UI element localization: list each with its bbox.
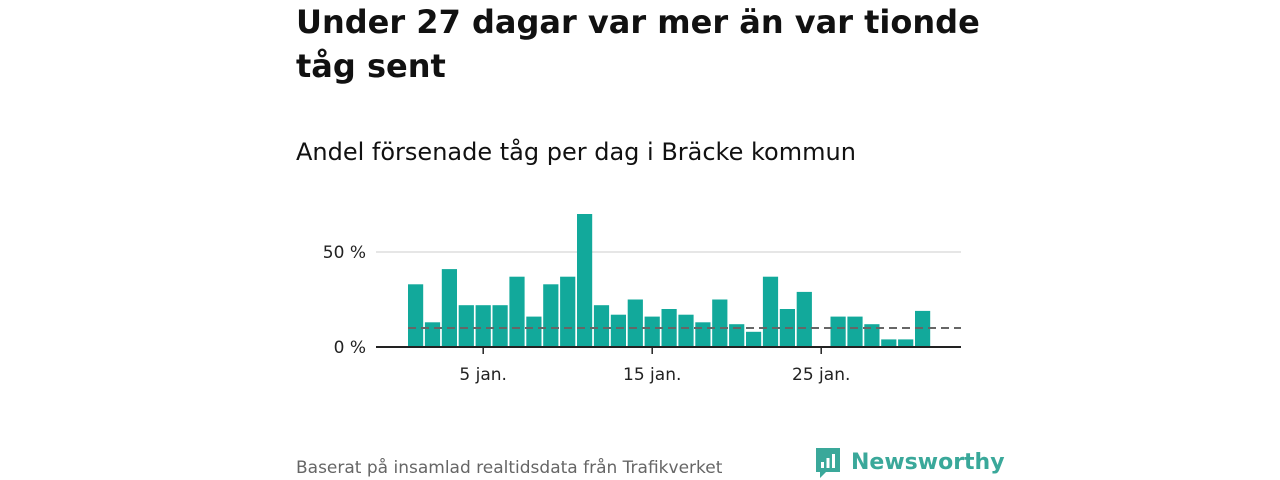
newsworthy-logo: Newsworthy xyxy=(814,446,1005,480)
bar-10jan xyxy=(560,276,576,347)
y-tick-label: 50 % xyxy=(323,243,366,263)
bar-27jan xyxy=(847,316,863,347)
bar-28jan xyxy=(864,324,880,347)
bar-29jan xyxy=(881,339,897,347)
bar-21jan xyxy=(746,331,762,347)
y-tick-label: 0 % xyxy=(334,338,366,358)
chart-title: Under 27 dagar var mer än var tionde tåg… xyxy=(296,3,980,85)
newsworthy-logo-icon xyxy=(816,448,840,478)
bar-8jan xyxy=(526,316,542,347)
bar-3jan xyxy=(441,269,457,347)
bar-6jan xyxy=(492,305,508,347)
chart-subtitle: Andel försenade tåg per dag i Bräcke kom… xyxy=(296,138,856,166)
bar-2jan xyxy=(424,322,441,347)
bar-19jan xyxy=(712,299,728,347)
y-tick-labels: 0 % 50 % xyxy=(323,243,366,358)
bar-12jan xyxy=(593,305,610,347)
bar-15jan xyxy=(644,316,660,347)
bar-chart: 0 % 50 % 5 jan. 15 jan. 25 jan. xyxy=(323,214,961,385)
bar-7jan xyxy=(509,276,525,347)
bar-22jan xyxy=(762,276,779,347)
x-tick-label: 5 jan. xyxy=(459,365,507,385)
bar-9jan xyxy=(543,284,559,347)
bar-17jan xyxy=(678,314,694,347)
brand-name: Newsworthy xyxy=(851,450,1005,475)
bar-13jan xyxy=(610,314,626,347)
bar-20jan xyxy=(729,324,745,347)
bar-11jan xyxy=(577,214,593,347)
bar-24jan xyxy=(796,291,812,347)
bar-14jan xyxy=(627,299,643,347)
source-note: Baserat på insamlad realtidsdata från Tr… xyxy=(296,458,723,478)
bar-18jan xyxy=(695,322,711,347)
bar-4jan xyxy=(458,305,474,347)
bar-5jan xyxy=(475,305,491,347)
bar-30jan xyxy=(898,339,914,347)
x-tick-label: 25 jan. xyxy=(792,365,850,385)
bar-1jan xyxy=(408,284,424,347)
bar-26jan xyxy=(830,316,846,347)
x-tick-labels: 5 jan. 15 jan. 25 jan. xyxy=(459,347,850,385)
x-tick-label: 15 jan. xyxy=(623,365,681,385)
